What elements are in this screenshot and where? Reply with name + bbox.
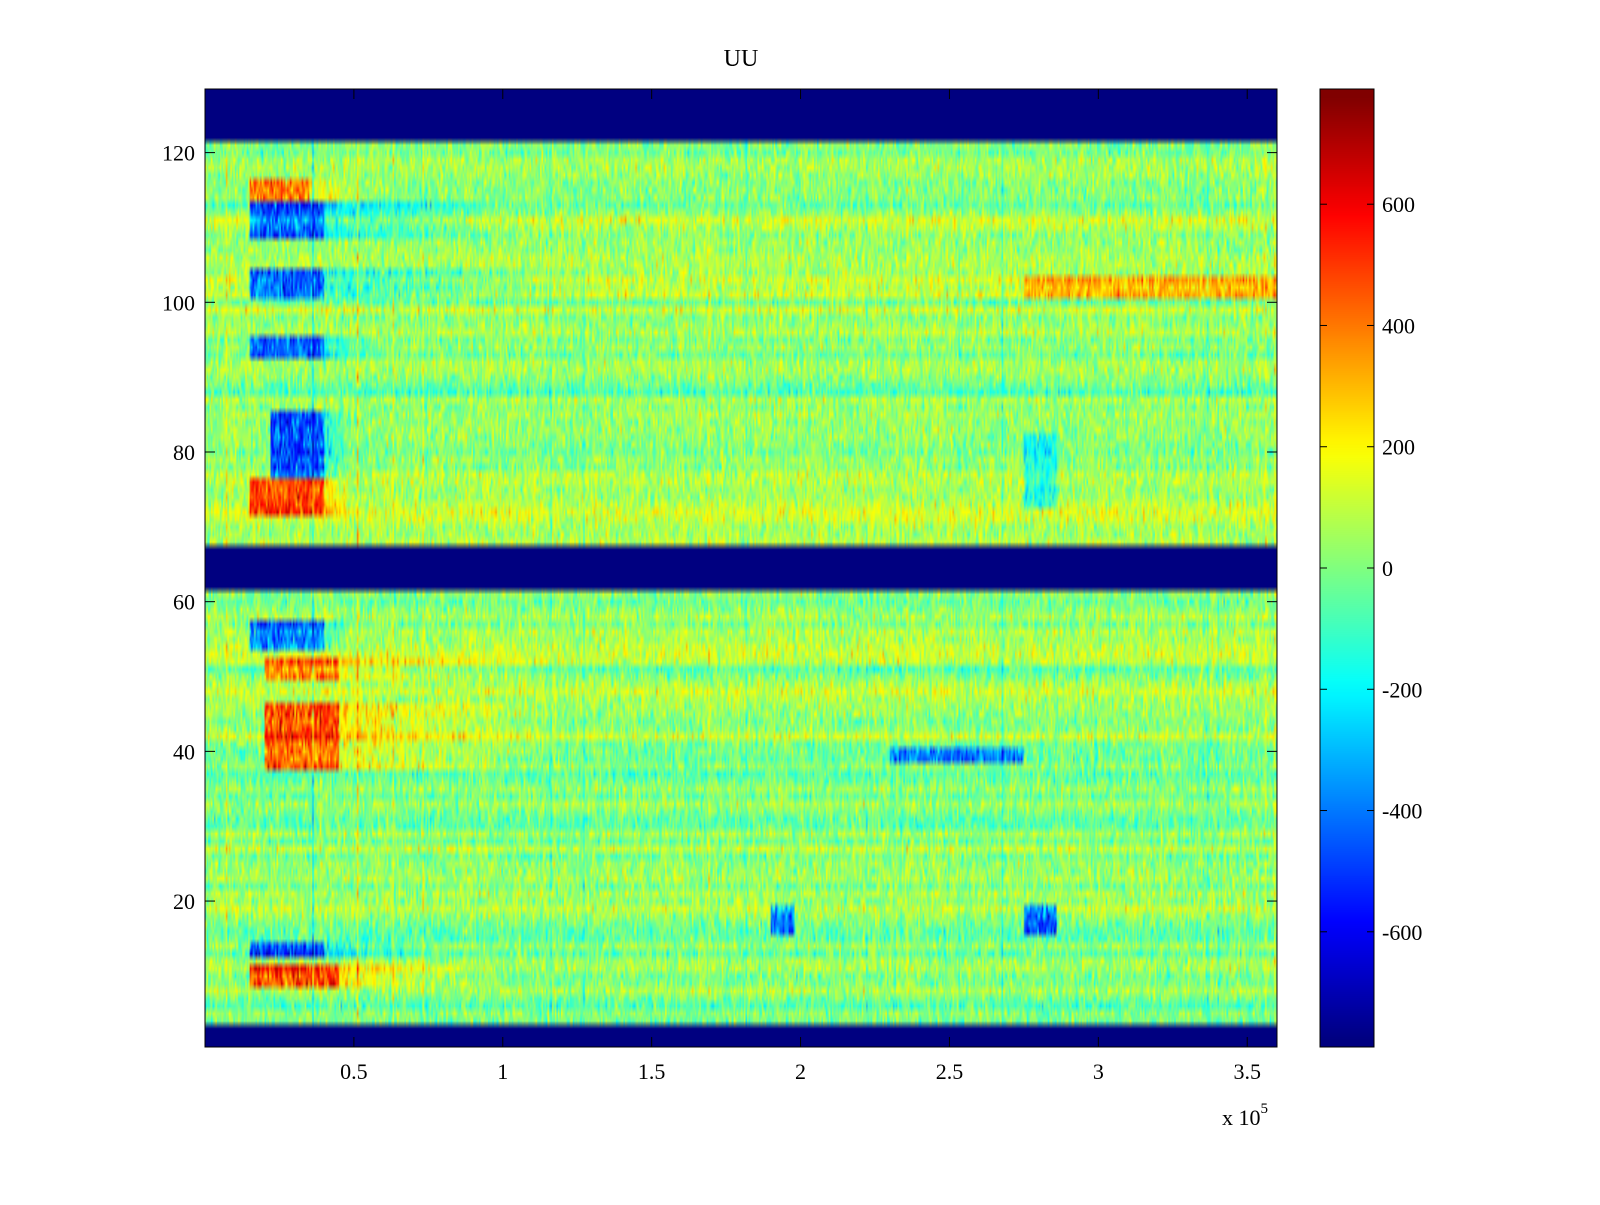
plot-area — [204, 88, 1278, 1048]
colorbar-tick-label-3: 0 — [1382, 556, 1393, 581]
colorbar-tick-label-5: 400 — [1382, 313, 1415, 338]
y-tick-label-2: 60 — [173, 590, 195, 615]
x-axis-multiplier: x 105 — [1222, 1101, 1268, 1130]
x-tick-label-5: 3 — [1093, 1059, 1104, 1084]
colorbar-gradient — [1320, 89, 1374, 1047]
x-axis: 0.5 1 1.5 2 2.5 3 3.5 — [340, 89, 1261, 1084]
colorbar-ticks: -600 -400 -200 0 200 400 600 — [1320, 192, 1422, 945]
y-tick-label-0: 20 — [173, 889, 195, 914]
x-tick-label-1: 1 — [497, 1059, 508, 1084]
colorbar-tick-label-6: 600 — [1382, 192, 1415, 217]
x-tick-label-6: 3.5 — [1233, 1059, 1261, 1084]
x-axis-multiplier-base: x 10 — [1222, 1105, 1261, 1130]
colorbar-tick-label-2: -200 — [1382, 677, 1422, 702]
y-tick-label-5: 120 — [162, 141, 195, 166]
y-tick-label-4: 100 — [162, 290, 195, 315]
plot-frame — [204, 88, 1278, 1048]
heatmap-image — [205, 89, 1277, 1047]
colorbar: -600 -400 -200 0 200 400 600 — [1319, 88, 1422, 1048]
chart-title: UU — [724, 46, 759, 72]
y-tick-label-1: 40 — [173, 739, 195, 764]
colorbar-tick-label-0: -600 — [1382, 920, 1422, 945]
x-tick-label-0: 0.5 — [340, 1059, 368, 1084]
x-tick-label-3: 2 — [795, 1059, 806, 1084]
x-tick-label-2: 1.5 — [638, 1059, 666, 1084]
x-tick-label-4: 2.5 — [936, 1059, 964, 1084]
y-axis: 20 40 60 80 100 120 — [162, 141, 1277, 914]
x-axis-multiplier-exponent: 5 — [1261, 1101, 1269, 1117]
colorbar-tick-label-4: 200 — [1382, 435, 1415, 460]
colorbar-tick-label-1: -400 — [1382, 799, 1422, 824]
y-tick-label-3: 80 — [173, 440, 195, 465]
